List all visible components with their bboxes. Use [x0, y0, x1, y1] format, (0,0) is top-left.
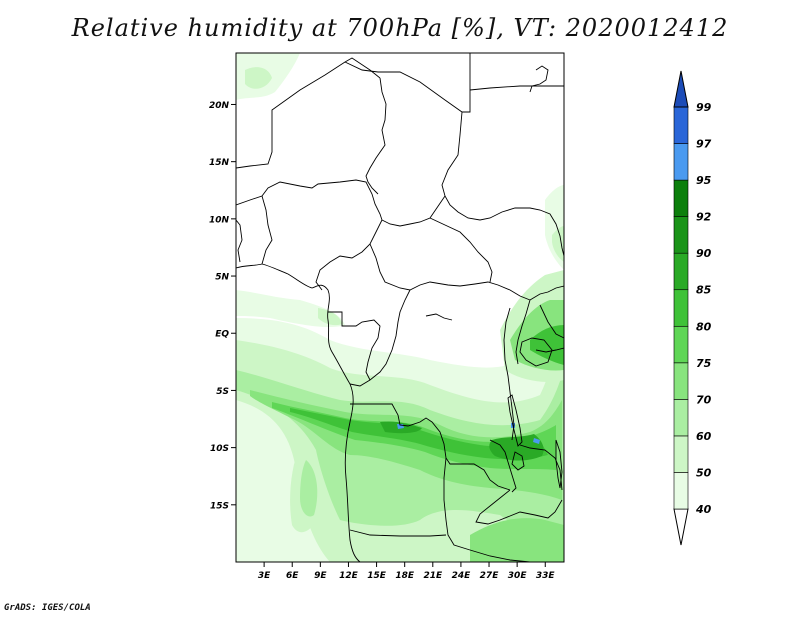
border-line: [365, 77, 387, 195]
lake-outline: [519, 337, 553, 367]
rh-band-60: [318, 308, 342, 326]
border-line: [349, 289, 411, 387]
lat-tick-label: 5S: [216, 387, 229, 397]
lon-tick-label: 9E: [314, 571, 327, 581]
lon-tick-label: 6E: [286, 571, 299, 581]
coastline: [236, 263, 361, 562]
colorbar-label: 97: [696, 138, 712, 151]
lon-tick-label: 15E: [367, 571, 387, 581]
colorbar-swatch: [673, 216, 689, 254]
border-line: [381, 195, 446, 227]
colorbar-label: 60: [696, 430, 712, 443]
lake-outline: [507, 394, 523, 447]
colorbar-swatch: [673, 106, 689, 144]
lake-outline: [511, 451, 525, 471]
colorbar-label: 80: [696, 320, 712, 333]
latitude-axis: 20N 15N 10N 5N EQ 5S 10S 15S: [209, 101, 236, 511]
colorbar-swatch: [673, 472, 689, 510]
lat-tick-label: EQ: [215, 330, 229, 340]
colorbar-label: 85: [696, 284, 712, 297]
rh-band-97: [533, 438, 540, 444]
lon-tick-label: 18E: [395, 571, 415, 581]
rh-band-70: [300, 460, 318, 517]
colorbar-swatch: [673, 435, 689, 473]
lon-tick-label: 24E: [452, 571, 472, 581]
colorbar-label: 70: [696, 393, 712, 406]
border-line: [529, 285, 564, 301]
colorbar-high-triangle: [673, 70, 689, 108]
border-line: [236, 179, 383, 221]
colorbar-label: 95: [696, 174, 712, 187]
border-line: [328, 311, 381, 381]
rh-band-60: [245, 67, 272, 89]
rh-band-75: [470, 518, 564, 562]
border-line: [503, 307, 515, 441]
lon-tick-label: 21E: [423, 571, 443, 581]
lat-tick-label: 10S: [210, 444, 229, 454]
border-line: [475, 489, 563, 525]
lon-tick-label: 27E: [480, 571, 500, 581]
lat-tick-label: 15N: [209, 158, 230, 168]
border-line: [441, 111, 564, 257]
border-line: [236, 57, 381, 169]
border-line: [315, 219, 383, 291]
country-borders: [236, 53, 564, 562]
colorbar-label: 40: [695, 503, 712, 516]
map-frame: [235, 52, 565, 563]
colorbar-swatch: [673, 325, 689, 364]
colorbar-swatch: [673, 252, 689, 291]
lat-tick-label: 20N: [209, 101, 230, 111]
software-credit: GrADS: IGES/COLA: [4, 603, 91, 613]
border-line: [350, 403, 511, 491]
border-line: [261, 195, 273, 265]
colorbar-label: 50: [696, 466, 712, 479]
colorbar-swatch: [673, 362, 689, 400]
border-line: [469, 85, 564, 91]
border-line: [489, 439, 517, 493]
lon-tick-label: 30E: [508, 571, 528, 581]
border-line: [349, 529, 447, 537]
colorbar-swatch: [673, 179, 689, 217]
lon-tick-label: 33E: [536, 571, 556, 581]
border-line: [515, 299, 531, 365]
rh-band-85: [530, 325, 564, 365]
lake-outline: [425, 313, 453, 321]
lat-tick-label: 15S: [210, 501, 229, 511]
humidity-shading: [236, 53, 564, 562]
colorbar-low-triangle: [673, 508, 689, 546]
border-line: [429, 217, 493, 283]
rh-band-60: [552, 226, 564, 262]
rh-band-90: [489, 434, 544, 461]
colorbar-swatch: [673, 289, 689, 327]
lon-tick-label: 12E: [339, 571, 359, 581]
border-line: [344, 53, 471, 113]
colorbar-label: 99: [696, 101, 712, 114]
rh-band-85: [290, 408, 548, 460]
map-title: Relative humidity at 700hPa [%], VT: 202…: [71, 14, 729, 42]
island-outline: [529, 65, 549, 93]
colorbar-swatch: [673, 399, 689, 437]
rh-band-50: [236, 290, 345, 328]
colorbar-label: 90: [696, 247, 712, 260]
border-line: [519, 444, 563, 491]
border-line: [369, 243, 531, 301]
colorbar: 40 50 60 70 75 80 85 90 92 95 97 99: [673, 70, 712, 546]
lon-tick-label: 3E: [258, 571, 271, 581]
lat-tick-label: 10N: [209, 215, 230, 225]
colorbar-swatch: [673, 143, 689, 181]
border-line: [539, 304, 564, 339]
border-line: [443, 457, 531, 562]
colorbar-label: 75: [696, 357, 712, 370]
border-line: [535, 347, 564, 353]
lat-tick-label: 5N: [215, 273, 229, 283]
colorbar-label: 92: [696, 211, 712, 224]
longitude-axis: 3E 6E 9E 12E 15E 18E 21E 24E 27E 30E 33E: [258, 562, 556, 581]
border-line: [236, 219, 243, 263]
lake-outline: [555, 439, 563, 489]
